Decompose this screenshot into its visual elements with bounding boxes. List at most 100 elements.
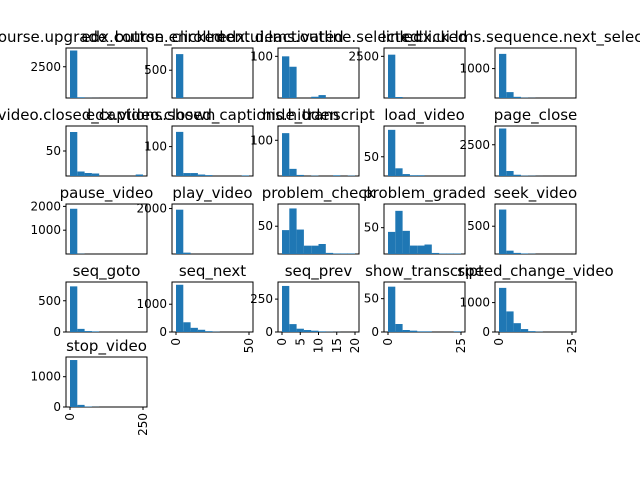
histogram-bar (506, 92, 514, 98)
histogram-bar (303, 245, 312, 254)
y-tick-label: 1000 (136, 297, 167, 311)
x-tick-label: 0 (169, 338, 183, 346)
y-tick-label: 500 (38, 294, 61, 308)
histogram-bar (409, 245, 418, 254)
y-tick-label: 100 (250, 133, 273, 147)
histogram-bar (325, 252, 334, 254)
histogram-bar (388, 129, 396, 176)
axes-frame (494, 47, 577, 99)
y-tick-label: 2000 (136, 202, 167, 216)
histogram-panel: 50 load_video (364, 106, 466, 177)
histogram-bar (318, 244, 326, 254)
y-tick-label: 50 (364, 292, 379, 306)
histogram-bar (176, 54, 184, 98)
y-tick-label: 1000 (30, 370, 61, 384)
histogram-bar (91, 331, 100, 332)
histogram-panel: 0 50 0 25 show_transcript (364, 262, 484, 353)
histogram-bar (388, 54, 396, 98)
histogram-bar (402, 330, 410, 332)
panel-title: page_close (494, 106, 578, 125)
histogram-bar (499, 287, 507, 332)
histogram-bar (520, 329, 529, 332)
histogram-bar (91, 173, 100, 176)
y-tick-label: 500 (144, 63, 167, 77)
histogram-bar (70, 208, 78, 254)
histogram-bar (183, 173, 191, 176)
histogram-bar (395, 168, 403, 176)
histogram-bar (453, 331, 461, 332)
histogram-bar (289, 324, 297, 332)
axes-frame (383, 125, 466, 177)
axes-frame (171, 203, 254, 255)
x-tick-label: 0 (381, 338, 395, 346)
panel-title: pause_video (60, 184, 154, 203)
y-tick-label: 1000 (459, 296, 490, 310)
histogram-bar (70, 132, 78, 176)
x-tick-label: 25 (454, 338, 468, 353)
panel-title: problem_check (262, 184, 376, 203)
x-tick-label: 50 (242, 338, 256, 353)
histogram-bar (513, 323, 521, 332)
histogram-panel: 500 seek_video (467, 184, 577, 255)
histogram-bar (183, 252, 191, 254)
y-tick-label: 50 (258, 219, 273, 233)
histogram-bar (333, 175, 341, 176)
histogram-bar (77, 97, 85, 98)
histogram-bar (318, 95, 326, 98)
histogram-bar (77, 171, 85, 176)
histogram-bar (70, 286, 78, 332)
x-tick-label: 15 (330, 338, 344, 353)
panel-title: seq_next (179, 262, 246, 281)
histogram-bar (282, 133, 290, 176)
y-tick-label: 100 (250, 49, 273, 63)
histogram-bar (499, 209, 507, 254)
histogram-bar (395, 97, 403, 98)
histogram-bar (296, 328, 304, 332)
histogram-bar (424, 244, 432, 254)
panel-title: problem_graded (363, 184, 486, 203)
y-tick-label: 1000 (459, 62, 490, 76)
y-tick-label: 0 (371, 325, 379, 339)
histogram-bar (176, 131, 184, 176)
x-tick-label: 25 (565, 338, 579, 353)
axes-frame (383, 47, 466, 99)
y-tick-label: 2500 (348, 49, 379, 63)
histogram-bar (513, 252, 521, 254)
x-tick-label: 250 (136, 413, 150, 436)
histogram-bar (176, 284, 184, 332)
histogram-bar (70, 360, 78, 407)
histogram-bar (77, 404, 85, 407)
y-tick-label: 2000 (30, 199, 61, 213)
histogram-bar (453, 253, 461, 254)
panel-title: show_transcript (365, 262, 484, 281)
histogram-bar (311, 245, 319, 254)
x-tick-label: 0 (275, 338, 289, 346)
histogram-bar (289, 66, 297, 98)
histogram-panel: 2500 page_close (459, 106, 578, 177)
panel-title: seq_goto (73, 262, 141, 281)
histogram-bar (205, 175, 213, 176)
histogram-bar (205, 331, 213, 332)
histogram-bar (388, 231, 396, 254)
x-tick-label: 0 (63, 413, 77, 421)
panel-title: course.upgrade_button_clicked (0, 28, 223, 47)
panel-title: seq_prev (285, 262, 353, 281)
histogram-bar (311, 96, 319, 98)
histogram-bar (190, 327, 198, 332)
y-tick-label: 50 (46, 144, 61, 158)
histogram-bar (409, 175, 418, 176)
panel-title: stop_video (66, 337, 147, 356)
panel-title: link_clicked (382, 28, 468, 47)
y-tick-label: 0 (53, 400, 61, 414)
histogram-bar (402, 174, 410, 176)
histogram-bar (395, 324, 403, 332)
panel-title: hide_transcript (262, 106, 375, 125)
histogram-bar (289, 208, 297, 254)
histogram-bar (289, 168, 297, 176)
y-tick-label: 0 (482, 325, 490, 339)
histogram-bar (409, 330, 418, 332)
histogram-bar (296, 174, 304, 176)
